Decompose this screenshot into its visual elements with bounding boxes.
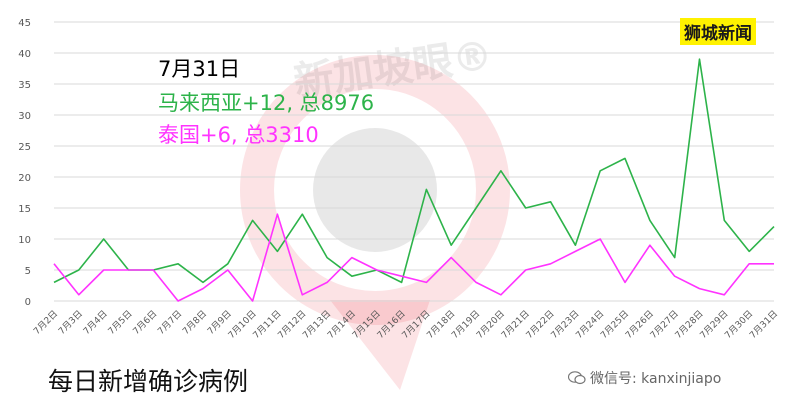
series-line-malaysia	[53, 58, 775, 284]
y-tick-label: 20	[18, 173, 31, 184]
y-tick-label: 35	[18, 80, 31, 91]
y-tick-label: 30	[18, 111, 31, 122]
y-tick-label: 25	[18, 142, 31, 153]
y-tick-label: 45	[18, 18, 31, 29]
x-tick-label: 7月8日	[180, 308, 209, 337]
annotation-malaysia: 马来西亚+12, 总8976	[158, 91, 375, 115]
wechat-label: 微信号: kanxinjiapo	[590, 371, 722, 387]
wechat-account: 微信号: kanxinjiapo	[568, 368, 721, 388]
y-tick-label: 10	[18, 235, 31, 246]
brand-logo: 狮城新闻	[680, 18, 756, 45]
y-tick-label: 40	[18, 49, 31, 60]
x-tick-label: 7月5日	[106, 308, 135, 337]
x-tick-label: 7月7日	[156, 308, 185, 337]
chart-caption: 每日新增确诊病例	[48, 367, 249, 396]
series-line-thailand	[53, 213, 774, 302]
x-tick-label: 7月2日	[32, 308, 61, 337]
wechat-icon	[568, 371, 586, 385]
x-tick-label: 7月4日	[81, 308, 110, 337]
y-tick-label: 0	[25, 297, 31, 308]
y-tick-label: 15	[18, 204, 31, 215]
y-tick-label: 5	[25, 266, 31, 277]
annotation-date: 7月31日	[158, 57, 241, 81]
x-tick-label: 7月6日	[131, 308, 160, 337]
x-tick-label: 7月3日	[56, 308, 85, 337]
series	[53, 58, 775, 302]
annotation-thailand: 泰国+6, 总3310	[158, 123, 319, 147]
y-axis: 0 5 10 15 20 25 30 35 40 45	[18, 18, 31, 308]
